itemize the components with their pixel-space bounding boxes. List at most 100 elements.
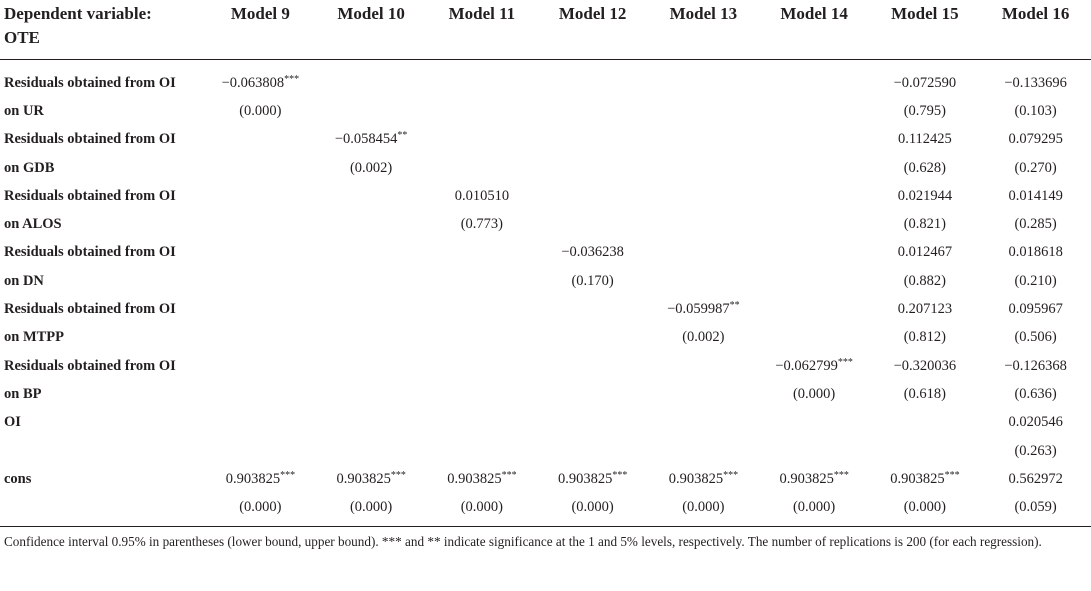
confidence-cell bbox=[759, 324, 870, 352]
coefficient-cell bbox=[427, 126, 538, 154]
table-header-row: Dependent variable: OTE Model 9 Model 10… bbox=[0, 0, 1091, 60]
coefficient-cell bbox=[648, 126, 759, 154]
coefficient-cell: 0.903825*** bbox=[648, 465, 759, 493]
confidence-cell: (0.000) bbox=[426, 493, 538, 527]
coefficient-cell bbox=[759, 126, 870, 154]
confidence-cell: (0.773) bbox=[460, 216, 504, 233]
coefficient-cell bbox=[316, 409, 427, 437]
coefficient-value: 0.021944 bbox=[897, 187, 953, 204]
confidence-cell bbox=[537, 210, 648, 238]
row-label-continued: on DN bbox=[4, 272, 44, 289]
row-label: OI bbox=[4, 414, 21, 431]
regression-table: Dependent variable: OTE Model 9 Model 10… bbox=[0, 0, 1091, 527]
table-body: Residuals obtained from OI −0.063808*** −0… bbox=[0, 60, 1091, 527]
coefficient-cell bbox=[537, 352, 648, 380]
confidence-cell bbox=[205, 154, 316, 182]
table-row-confidence: (0.000) (0.000) (0.000) (0.000) (0.000) (0.00… bbox=[0, 493, 1091, 527]
significance-stars: *** bbox=[944, 469, 960, 481]
confidence-cell: (0.821) bbox=[903, 216, 947, 233]
confidence-cell bbox=[205, 324, 316, 352]
confidence-cell: (0.000) bbox=[315, 493, 427, 527]
coefficient-cell: 0.903825*** bbox=[316, 465, 427, 493]
confidence-cell: (0.000) bbox=[758, 493, 870, 527]
significance-stars: ** bbox=[397, 130, 408, 142]
coefficient-cell bbox=[427, 352, 538, 380]
row-label-continued: on BP bbox=[4, 385, 42, 402]
coefficient-value: 0.014149 bbox=[1008, 187, 1063, 204]
model-header: Model 16 bbox=[980, 0, 1091, 60]
significance-stars: *** bbox=[284, 73, 300, 85]
coefficient-value: −0.062799 bbox=[775, 357, 838, 374]
confidence-cell: (0.103) bbox=[1014, 102, 1057, 119]
coefficient-cell: −0.059987** bbox=[648, 295, 759, 323]
confidence-cell bbox=[205, 437, 316, 465]
coefficient-cell bbox=[537, 295, 648, 323]
coefficient-cell bbox=[648, 409, 759, 437]
coefficient-cell: −0.062799*** bbox=[759, 352, 870, 380]
coefficient-cell bbox=[427, 295, 538, 323]
coefficient-cell: 0.010510 bbox=[427, 182, 538, 210]
confidence-cell: (0.000) bbox=[648, 493, 759, 527]
table-row-confidence: on DN (0.170) (0.882) (0.210) bbox=[0, 267, 1091, 295]
model-header: Model 15 bbox=[869, 0, 981, 60]
confidence-cell bbox=[205, 267, 316, 295]
table-row-coefficients: Residuals obtained from OI −0.036238 0.012… bbox=[0, 239, 1091, 267]
coefficient-value: −0.072590 bbox=[893, 74, 957, 91]
table-row-coefficients: Residuals obtained from OI 0.010510 0.0219… bbox=[0, 182, 1091, 210]
coefficient-cell bbox=[759, 182, 870, 210]
model-header: Model 14 bbox=[758, 0, 870, 60]
model-header: Model 13 bbox=[648, 0, 759, 60]
confidence-cell: (0.000) bbox=[869, 493, 981, 527]
confidence-cell bbox=[648, 154, 759, 182]
significance-stars: *** bbox=[612, 469, 628, 481]
row-label-continued bbox=[0, 437, 205, 465]
coefficient-cell bbox=[648, 239, 759, 267]
confidence-cell: (0.812) bbox=[903, 329, 947, 346]
confidence-cell bbox=[759, 437, 870, 465]
confidence-cell: (0.000) bbox=[205, 493, 316, 527]
row-label: Residuals obtained from OI bbox=[4, 74, 176, 91]
coefficient-cell bbox=[648, 60, 759, 98]
coefficient-value: 0.903825 bbox=[890, 470, 945, 487]
confidence-cell bbox=[648, 97, 759, 125]
confidence-cell: (0.285) bbox=[1014, 216, 1057, 233]
coefficient-cell: 0.012467 bbox=[870, 239, 981, 267]
row-label-continued bbox=[0, 493, 205, 527]
dependent-variable-label: Dependent variable: bbox=[4, 4, 152, 23]
table-row-coefficients: cons 0.903825*** 0.903825*** 0.903825*** 0.9… bbox=[0, 465, 1091, 493]
row-label: cons bbox=[4, 470, 32, 487]
dependent-variable-name: OTE bbox=[4, 28, 40, 47]
coefficient-cell: 0.903825*** bbox=[537, 465, 648, 493]
coefficient-cell bbox=[316, 182, 427, 210]
confidence-cell bbox=[759, 267, 870, 295]
coefficient-cell: −0.072590 bbox=[870, 60, 981, 98]
confidence-cell: (0.263) bbox=[1014, 442, 1057, 459]
coefficient-cell bbox=[759, 409, 870, 437]
coefficient-cell bbox=[537, 182, 648, 210]
confidence-cell bbox=[537, 154, 648, 182]
confidence-cell: (0.000) bbox=[239, 102, 282, 119]
coefficient-cell bbox=[870, 409, 981, 437]
confidence-cell bbox=[648, 437, 759, 465]
coefficient-cell bbox=[537, 409, 648, 437]
row-label: Residuals obtained from OI bbox=[4, 357, 176, 374]
confidence-cell bbox=[427, 267, 538, 295]
model-header: Model 10 bbox=[315, 0, 427, 60]
coefficient-value: 0.112425 bbox=[897, 131, 952, 148]
table-row-coefficients: Residuals obtained from OI −0.059987** 0.2… bbox=[0, 295, 1091, 323]
coefficient-cell bbox=[205, 352, 316, 380]
row-label: Residuals obtained from OI bbox=[4, 244, 176, 261]
coefficient-value: −0.320036 bbox=[893, 357, 957, 374]
coefficient-cell bbox=[205, 126, 316, 154]
coefficient-cell: −0.058454** bbox=[316, 126, 427, 154]
coefficient-cell: 0.079295 bbox=[980, 126, 1091, 154]
coefficient-cell: 0.903825*** bbox=[427, 465, 538, 493]
significance-stars: *** bbox=[723, 469, 739, 481]
confidence-cell bbox=[316, 97, 427, 125]
confidence-cell bbox=[316, 380, 427, 408]
confidence-cell bbox=[537, 97, 648, 125]
coefficient-value: 0.903825 bbox=[447, 470, 502, 487]
confidence-cell bbox=[427, 437, 538, 465]
confidence-cell: (0.636) bbox=[1014, 385, 1057, 402]
